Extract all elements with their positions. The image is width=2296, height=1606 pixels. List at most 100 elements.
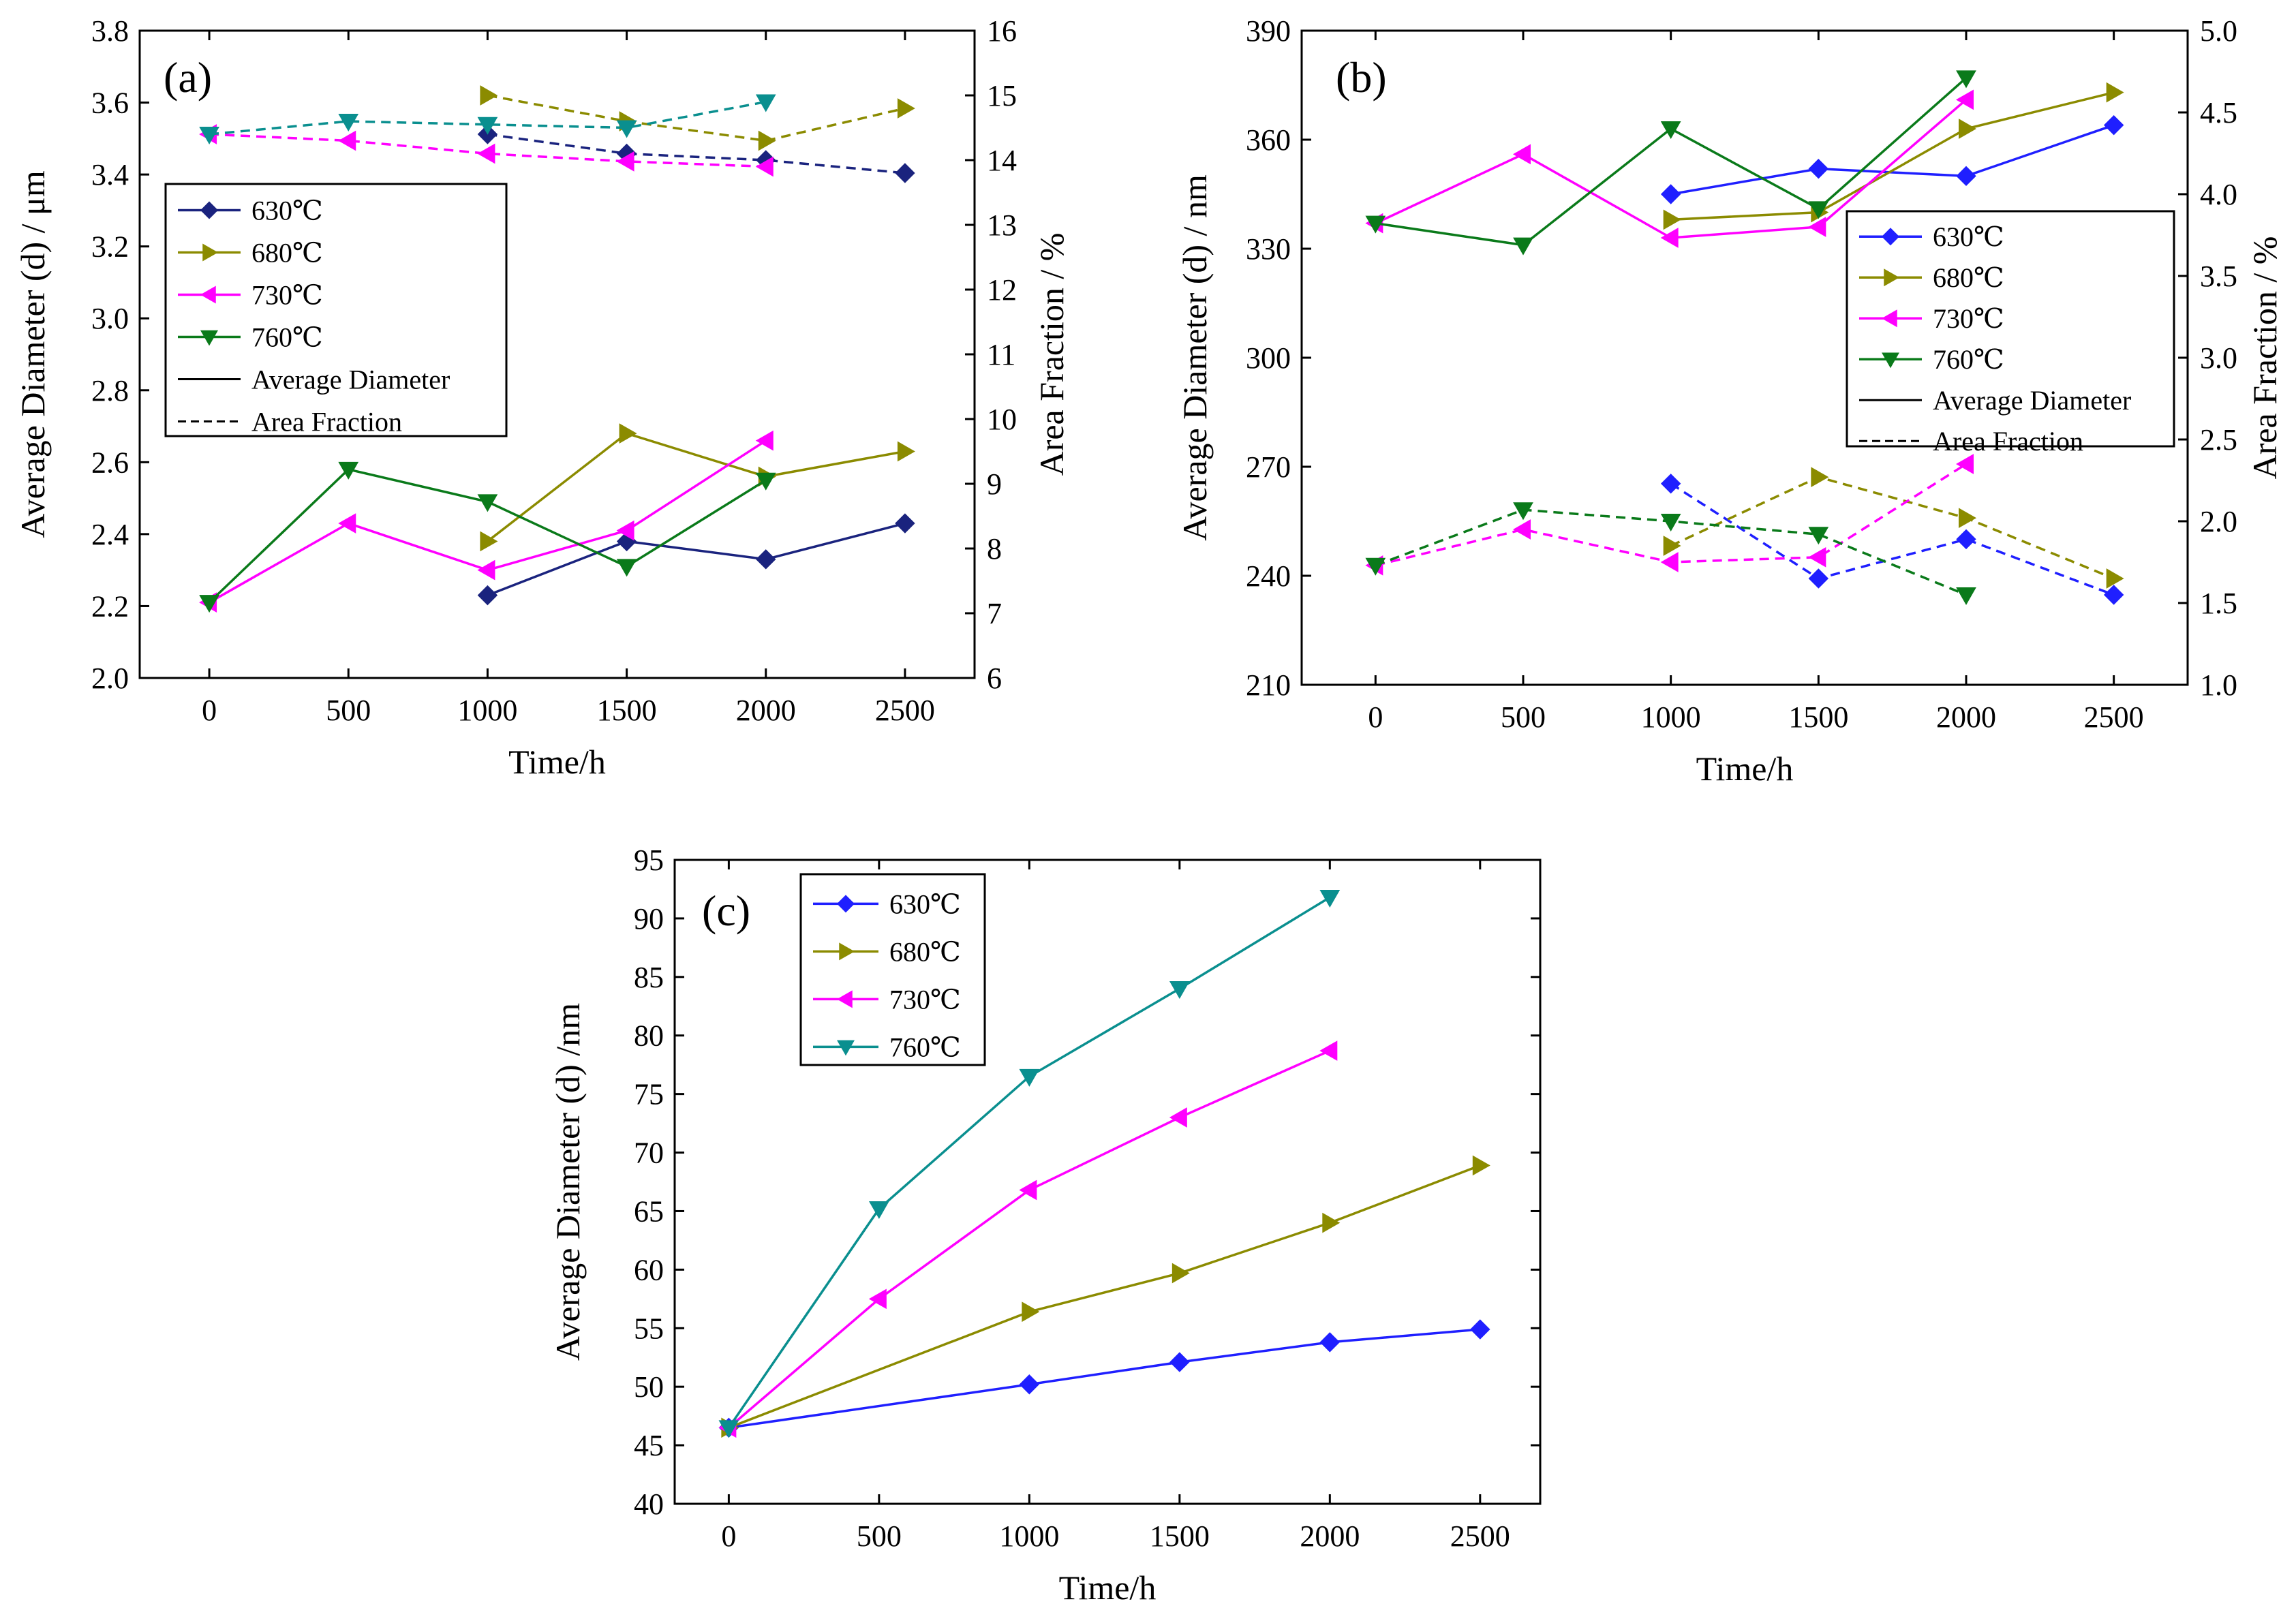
legend-marker [839,942,855,961]
x-tick-label: 0 [721,1519,736,1553]
y2-tick-label: 16 [987,14,1017,48]
y2-tick-label: 12 [987,273,1017,307]
data-point [1472,1155,1490,1176]
panel-b: 0 500 1000 1500 2000 2500 210 240 270 300 330 360 39… [1176,14,2284,788]
y2-tick-label: 6 [987,662,1002,695]
y-tick-label: 210 [1246,668,1291,702]
x-tick-label: 2000 [736,694,796,727]
data-point [755,156,774,177]
legend-box [164,183,508,437]
y-tick-label: 360 [1246,123,1291,157]
data-point [1322,1212,1341,1233]
data-point [1512,519,1531,540]
legend-marker [837,895,855,913]
y-tick-label: 270 [1246,450,1291,484]
data-point [2106,568,2124,589]
legend-style-label: Average Diameter [1933,385,2131,416]
y2-tick-label: 10 [987,403,1017,436]
x-tick-label: 1500 [597,694,657,727]
y2-tick-label: 11 [987,338,1015,371]
data-point [1663,536,1681,556]
data-point [480,531,498,552]
legend-style-label: Average Diameter [251,364,450,395]
data-point [1660,514,1681,532]
data-point [1169,1107,1187,1128]
data-point [755,430,774,451]
y-tick-label: 45 [634,1429,664,1462]
y-tick-label: 85 [634,961,664,994]
legend-marker [837,990,853,1008]
legend-label: 730℃ [889,984,961,1015]
data-point [897,441,915,462]
legend-style-label: Area Fraction [1933,426,2083,457]
data-point [1808,217,1826,237]
data-point [1019,1179,1037,1201]
data-point [1808,201,1829,219]
data-point [1956,587,1976,606]
legend-label: 680℃ [889,936,961,967]
y-tick-label: 60 [634,1253,664,1286]
y-tick-label: 95 [634,844,664,877]
y2-tick-label: 2.5 [2200,423,2237,457]
diameter-line-630c [487,522,906,597]
y2-tick-label: 13 [987,209,1017,242]
y-axis-title: Average Diameter (d) / nm [1176,174,1214,541]
y2-tick-label: 3.0 [2200,341,2237,375]
x-tick-label: 500 [857,1519,902,1553]
data-point [1808,158,1829,179]
legend-box [799,873,986,1066]
panel-label: (c) [702,886,750,935]
x-tick-label: 1000 [1641,700,1701,734]
data-point [477,559,495,581]
data-point [338,114,359,132]
data-point [755,94,776,112]
y-tick-label: 70 [634,1137,664,1170]
y-tick-label: 80 [634,1019,664,1053]
panel-a: 0 500 1000 1500 2000 2500 2.0 2.2 2.4 2.6 2.8 3.0 3.… [14,14,1071,781]
x-tick-label: 1000 [999,1519,1059,1553]
data-point [616,559,637,577]
area-fraction-line-630c [487,133,906,174]
y2-tick-label: 9 [987,467,1002,501]
data-point [1365,215,1386,234]
data-point [477,143,495,164]
x-axis-title: Time/h [508,743,606,781]
x-tick-label: 2500 [2084,700,2144,734]
data-point [616,520,634,541]
data-point [1660,552,1679,572]
x-tick-label: 2000 [1300,1519,1360,1553]
x-tick-label: 1500 [1150,1519,1210,1553]
x-tick-label: 500 [326,694,371,727]
x-tick-label: 0 [1368,700,1383,734]
plot-frame [673,859,1542,1505]
area-fraction-line-630c [1670,482,2115,596]
x-tick-label: 1500 [1788,700,1848,734]
diameter-line-680c [1670,91,2115,221]
y2-axis-title: Area Fraction / % [2246,236,2284,480]
data-point [1811,467,1829,488]
legend-marker [1882,228,1899,246]
legend-marker [1882,309,1897,328]
data-point [895,513,915,534]
x-axis-title: Time/h [1696,750,1794,788]
y-tick-label: 2.0 [91,662,129,695]
y-axis-title: Average Diameter (d) / μm [14,170,52,538]
y-tick-label: 2.2 [91,589,129,623]
data-point [338,461,359,480]
legend-marker [202,243,218,262]
y-tick-label: 65 [634,1194,664,1228]
y-tick-label: 50 [634,1370,664,1404]
data-point [1169,1352,1190,1372]
legend-label: 730℃ [251,279,323,310]
data-point [199,127,219,145]
x-tick-label: 500 [1501,700,1546,734]
data-point [1319,1332,1341,1353]
y-tick-label: 2.4 [91,518,129,551]
legend-label: 630℃ [251,195,323,226]
data-point [616,151,634,172]
data-point [338,130,356,151]
data-point [199,595,219,613]
data-point [755,472,776,491]
data-point [1959,508,1977,529]
